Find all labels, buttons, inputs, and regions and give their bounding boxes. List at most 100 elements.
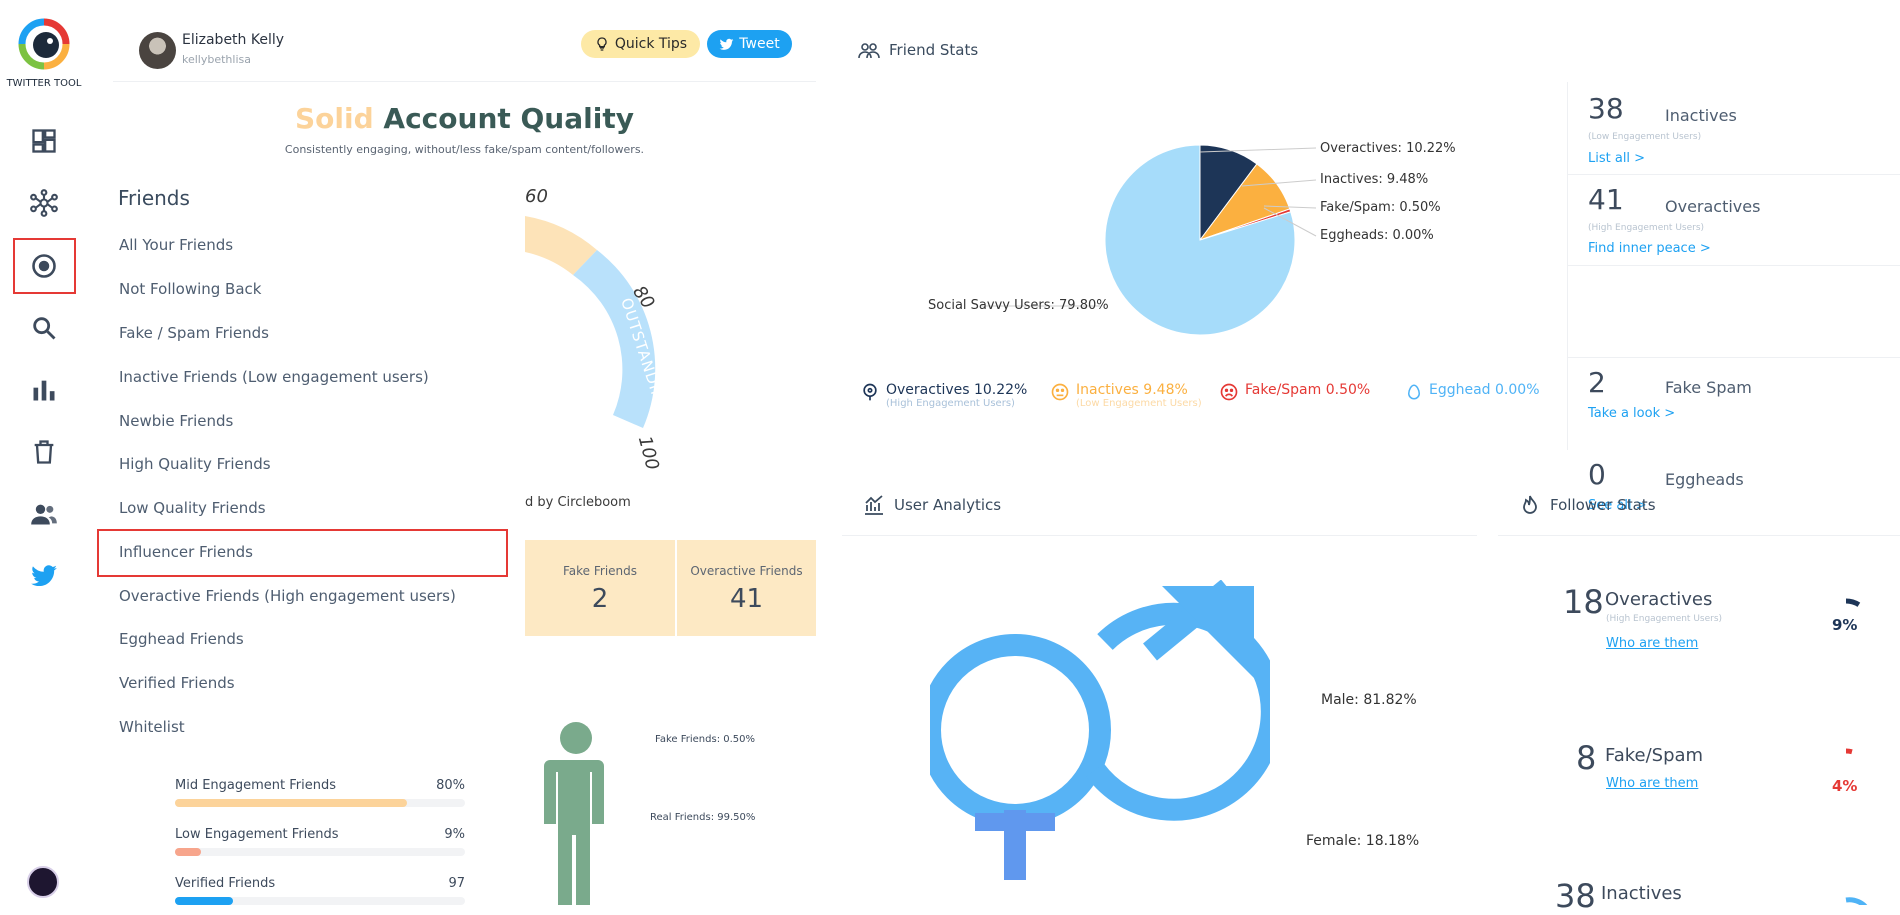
counter-fake-spam: 2 Fake Spam Take a look > [1568, 266, 1900, 421]
engagement-fill [175, 897, 233, 905]
who-are-them-link[interactable]: Who are them [1606, 776, 1699, 791]
fake-friends-percent: Fake Friends: 0.50% [655, 734, 756, 745]
menu-item-influencer[interactable]: Influencer Friends [119, 543, 253, 561]
menu-item-low-quality[interactable]: Low Quality Friends [119, 499, 266, 517]
quality-gauge: 60 80 100 OUTSTANDING [525, 186, 672, 473]
menu-item-verified[interactable]: Verified Friends [119, 674, 235, 692]
app-logo-icon[interactable] [18, 18, 70, 70]
menu-item-overactive[interactable]: Overactive Friends (High engagement user… [119, 587, 456, 605]
profile-handle: kellybethlisa [182, 53, 251, 66]
profile-avatar[interactable] [139, 32, 176, 69]
sidebar: TWITTER TOOL [0, 0, 88, 905]
logo-text: TWITTER TOOL [6, 78, 82, 89]
friend-counters-panel: 38 Inactives (Low Engagement Users) List… [1567, 82, 1900, 513]
follower-fake-percent: 4% [1832, 777, 1858, 795]
engagement-row: Low Engagement Friends 9% [175, 827, 465, 856]
counter-sub: (High Engagement Users) [1588, 223, 1705, 233]
users-icon [31, 504, 57, 525]
tweet-button[interactable]: Tweet [707, 30, 792, 58]
menu-item-inactive[interactable]: Inactive Friends (Low engagement users) [119, 368, 429, 386]
engagement-track [175, 897, 465, 905]
gauge-band-solid [525, 216, 597, 275]
take-a-look-link[interactable]: Take a look > [1588, 406, 1676, 421]
follower-overactives-label: Overactives [1605, 589, 1713, 610]
male-percent: Male: 81.82% [1321, 692, 1417, 708]
analytics-chart-icon [865, 495, 883, 515]
legend-inactives-sub: (Low Engagement Users) [1076, 398, 1202, 409]
counter-label: Inactives [1665, 106, 1737, 125]
counter-number: 38 [1588, 92, 1624, 125]
engagement-value: 80% [436, 778, 465, 793]
fake-friends-box: Fake Friends 2 [525, 540, 675, 636]
friends-dropdown-menu: Friends All Your Friends Not Following B… [97, 172, 525, 755]
user-analytics-divider [842, 535, 1477, 536]
circle-target-icon [32, 254, 56, 278]
friend-stats-pie-chart [1104, 144, 1296, 336]
nav-analytics[interactable] [27, 373, 61, 407]
menu-item-whitelist[interactable]: Whitelist [119, 718, 185, 736]
profile-name: Elizabeth Kelly [182, 32, 285, 48]
counter-inactives: 38 Inactives (Low Engagement Users) List… [1568, 82, 1900, 175]
nav-selection-highlight [13, 238, 76, 294]
counter-label: Fake Spam [1665, 378, 1752, 397]
fake-friends-value: 2 [591, 584, 609, 614]
find-inner-peace-link[interactable]: Find inner peace > [1588, 241, 1711, 256]
overactive-friends-box: Overactive Friends 41 [677, 540, 816, 636]
real-friends-percent: Real Friends: 99.50% [650, 812, 756, 823]
who-are-them-link[interactable]: Who are them [1606, 636, 1699, 651]
quick-tips-button[interactable]: Quick Tips [581, 30, 700, 58]
powered-by-text: d by Circleboom [525, 495, 631, 510]
tweet-label: Tweet [739, 36, 780, 52]
gender-symbols-icon [930, 580, 1270, 880]
follower-overactives-number: 18 [1563, 583, 1604, 621]
menu-item-fake-spam[interactable]: Fake / Spam Friends [119, 324, 269, 342]
user-analytics-title: User Analytics [894, 496, 1002, 514]
fake-spam-ring [1845, 748, 1853, 755]
engagement-value: 9% [444, 827, 465, 842]
legend-inactives-title: Inactives 9.48% [1076, 382, 1188, 398]
bar-chart-icon [33, 380, 55, 401]
nav-circle[interactable] [27, 249, 61, 283]
quality-title-rest: Account Quality [383, 102, 634, 135]
dashboard-icon [32, 129, 56, 153]
nav-twitter[interactable] [27, 559, 61, 593]
friend-stats-header: Friend Stats [857, 38, 978, 62]
menu-item-high-quality[interactable]: High Quality Friends [119, 455, 271, 473]
counter-eggheads: 0 Eggheads See all > [1568, 358, 1900, 513]
menu-selection-highlight [97, 529, 508, 577]
flame-icon [1523, 495, 1537, 514]
pie-label-social-savvy: Social Savvy Users: 79.80% [928, 298, 1109, 313]
engagement-fill [175, 848, 202, 856]
ring-arc [1845, 748, 1853, 755]
fake-friends-label: Fake Friends [562, 564, 638, 578]
engagement-value: 97 [448, 876, 465, 891]
list-all-link[interactable]: List all > [1588, 151, 1646, 166]
legend-fake-spam-title: Fake/Spam 0.50% [1245, 382, 1371, 398]
profile-header: Elizabeth Kelly kellybethlisa Quick Tips… [113, 0, 816, 82]
counter-number: 41 [1588, 183, 1624, 216]
network-icon [30, 189, 58, 217]
follower-overactives-percent: 9% [1832, 616, 1858, 634]
nav-network[interactable] [27, 186, 61, 220]
menu-item-newbie[interactable]: Newbie Friends [119, 412, 234, 430]
menu-title: Friends [118, 186, 190, 210]
see-all-link[interactable]: See all > [1588, 498, 1647, 513]
engagement-label: Low Engagement Friends [175, 827, 339, 842]
pie-slice-social-savvy-users[interactable] [1104, 144, 1296, 336]
account-avatar[interactable] [27, 866, 59, 898]
legend-overactives-title: Overactives 10.22% [886, 382, 1028, 398]
nav-users[interactable] [27, 497, 61, 531]
gauge-tick-100: 100 [634, 434, 663, 473]
legend-egghead-title: Egghead 0.00% [1429, 382, 1540, 398]
nav-delete[interactable] [27, 435, 61, 469]
menu-item-all-friends[interactable]: All Your Friends [119, 236, 234, 254]
gauge-band-outstanding [573, 250, 656, 428]
friends-group-icon [858, 43, 880, 59]
menu-item-not-following-back[interactable]: Not Following Back [119, 280, 262, 298]
nav-search[interactable] [27, 311, 61, 345]
menu-item-egghead[interactable]: Egghead Friends [119, 630, 244, 648]
nav-dashboard[interactable] [27, 124, 61, 158]
friend-stats-title: Friend Stats [889, 41, 979, 59]
follower-fake-label: Fake/Spam [1605, 745, 1704, 766]
overactive-friends-value: 41 [729, 584, 764, 614]
